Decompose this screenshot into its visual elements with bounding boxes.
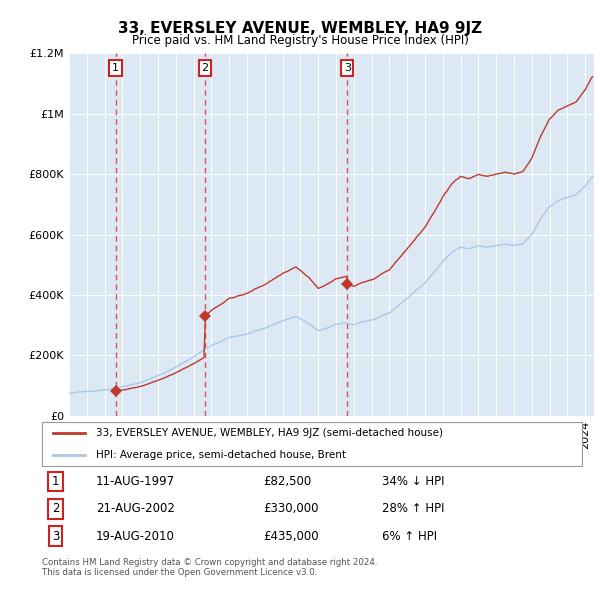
Text: 33, EVERSLEY AVENUE, WEMBLEY, HA9 9JZ (semi-detached house): 33, EVERSLEY AVENUE, WEMBLEY, HA9 9JZ (s… (96, 428, 443, 438)
Text: 3: 3 (344, 63, 351, 73)
Text: Contains HM Land Registry data © Crown copyright and database right 2024.
This d: Contains HM Land Registry data © Crown c… (42, 558, 377, 577)
Text: 11-AUG-1997: 11-AUG-1997 (96, 475, 175, 488)
Text: 21-AUG-2002: 21-AUG-2002 (96, 502, 175, 516)
Text: 34% ↓ HPI: 34% ↓ HPI (382, 475, 445, 488)
Text: 19-AUG-2010: 19-AUG-2010 (96, 530, 175, 543)
Text: 2: 2 (52, 502, 59, 516)
Text: 28% ↑ HPI: 28% ↑ HPI (382, 502, 445, 516)
Text: 6% ↑ HPI: 6% ↑ HPI (382, 530, 437, 543)
Text: 1: 1 (52, 475, 59, 488)
Text: HPI: Average price, semi-detached house, Brent: HPI: Average price, semi-detached house,… (96, 450, 346, 460)
Text: £435,000: £435,000 (263, 530, 319, 543)
Text: 2: 2 (202, 63, 209, 73)
Text: Price paid vs. HM Land Registry's House Price Index (HPI): Price paid vs. HM Land Registry's House … (131, 34, 469, 47)
Text: £82,500: £82,500 (263, 475, 311, 488)
Text: 33, EVERSLEY AVENUE, WEMBLEY, HA9 9JZ: 33, EVERSLEY AVENUE, WEMBLEY, HA9 9JZ (118, 21, 482, 35)
Text: £330,000: £330,000 (263, 502, 319, 516)
FancyBboxPatch shape (42, 422, 582, 466)
Text: 1: 1 (112, 63, 119, 73)
Text: 3: 3 (52, 530, 59, 543)
